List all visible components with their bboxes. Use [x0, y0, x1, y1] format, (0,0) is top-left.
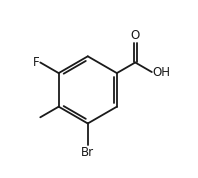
Text: Br: Br	[81, 146, 94, 159]
Text: F: F	[32, 56, 39, 69]
Text: OH: OH	[153, 66, 171, 78]
Text: O: O	[131, 29, 140, 42]
